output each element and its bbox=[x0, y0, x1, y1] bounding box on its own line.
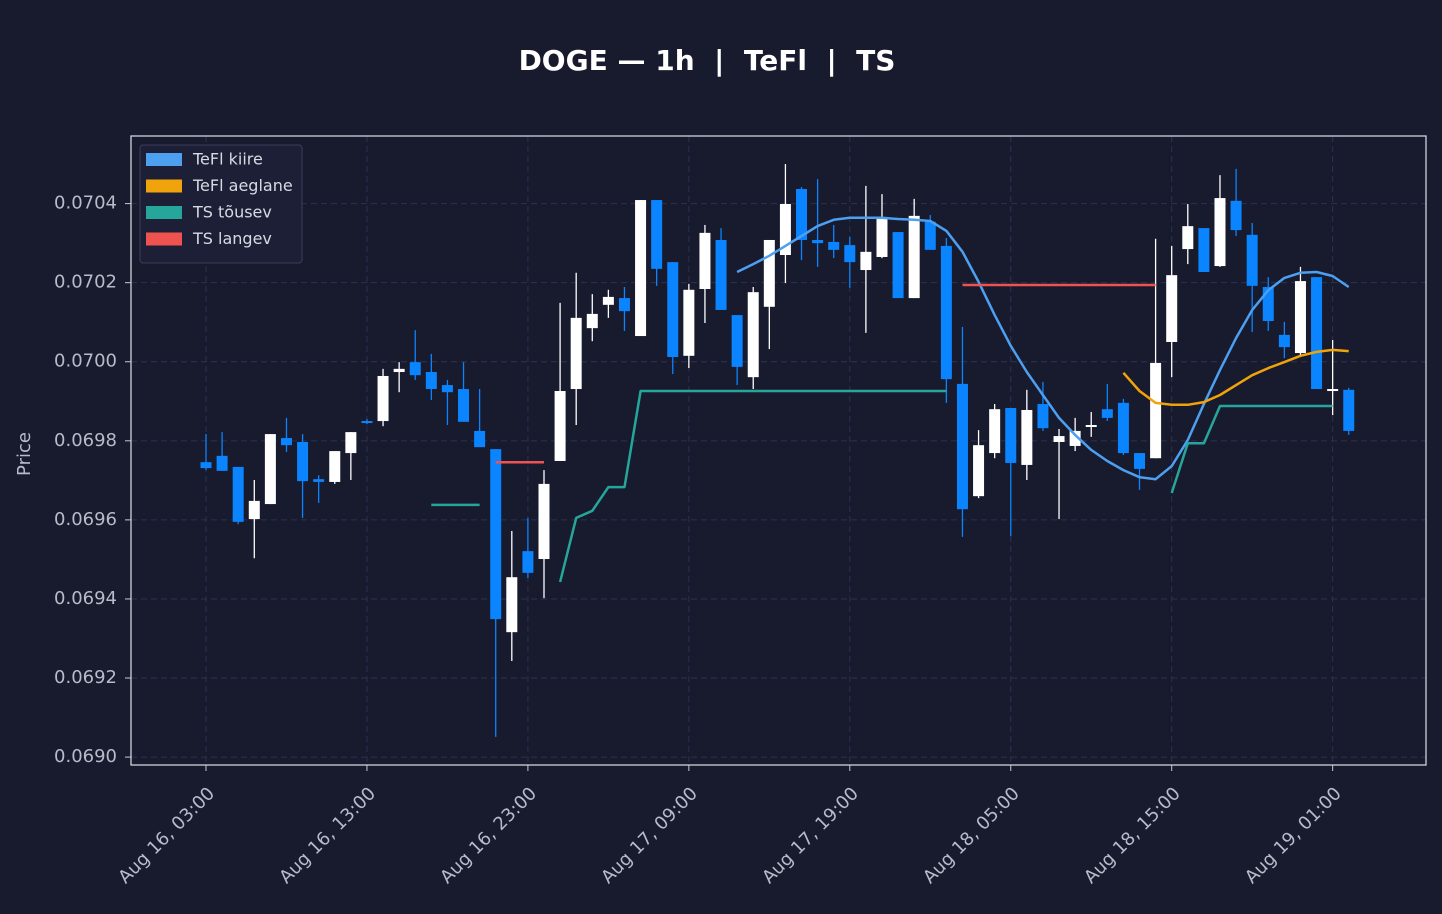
candle-body bbox=[1327, 389, 1339, 392]
candle-body bbox=[345, 432, 357, 454]
chart-title: DOGE — 1h | TeFl | TS bbox=[519, 44, 896, 77]
candle-body bbox=[1230, 200, 1242, 231]
candle-body bbox=[1198, 228, 1210, 272]
candle-body bbox=[474, 430, 486, 448]
candle-body bbox=[731, 315, 743, 367]
candle-body bbox=[1246, 234, 1258, 286]
candle-body bbox=[699, 232, 711, 289]
legend-label: TeFl kiire bbox=[192, 150, 263, 169]
candle-body bbox=[216, 455, 228, 471]
candle-body bbox=[538, 483, 550, 560]
y-tick-label: 0.0700 bbox=[54, 351, 117, 372]
legend-swatch bbox=[146, 179, 182, 193]
candle-body bbox=[1166, 275, 1178, 342]
candle-body bbox=[1005, 408, 1017, 463]
candle-body bbox=[812, 239, 824, 244]
y-tick-label: 0.0698 bbox=[54, 430, 117, 451]
candle-body bbox=[409, 362, 421, 376]
candle-body bbox=[200, 462, 212, 469]
y-tick-label: 0.0702 bbox=[54, 272, 117, 293]
candle-body bbox=[844, 245, 856, 263]
candle-body bbox=[586, 313, 598, 329]
candle-body bbox=[860, 251, 872, 271]
candle-body bbox=[522, 551, 534, 573]
candle-body bbox=[1214, 198, 1226, 267]
candle-body bbox=[683, 289, 695, 356]
indicator-line bbox=[1122, 348, 1349, 407]
candle-body bbox=[458, 389, 470, 422]
y-tick-label: 0.0696 bbox=[54, 509, 117, 530]
candle-body bbox=[1053, 436, 1065, 442]
y-axis-label: Price bbox=[14, 432, 35, 476]
legend-label: TS langev bbox=[192, 229, 272, 248]
candle-body bbox=[232, 466, 244, 522]
candle-body bbox=[1294, 281, 1306, 354]
candle-body bbox=[1069, 430, 1081, 446]
candle-body bbox=[908, 215, 920, 299]
indicator-line bbox=[736, 216, 1350, 481]
candle-body bbox=[1134, 453, 1146, 469]
candle-body bbox=[779, 204, 791, 255]
candle-body bbox=[377, 375, 389, 422]
candle-body bbox=[490, 449, 502, 620]
candle-body bbox=[425, 372, 437, 390]
candle-body bbox=[313, 479, 325, 482]
candle-body bbox=[876, 219, 888, 257]
candle-body bbox=[554, 391, 566, 461]
y-tick-label: 0.0694 bbox=[54, 588, 117, 609]
candle-body bbox=[667, 262, 679, 357]
candle-body bbox=[1182, 226, 1194, 250]
candle-body bbox=[570, 317, 582, 390]
y-tick-label: 0.0690 bbox=[54, 746, 117, 767]
candle-body bbox=[441, 385, 453, 393]
legend-swatch bbox=[146, 153, 182, 166]
candle-body bbox=[1262, 287, 1274, 322]
candle-body bbox=[651, 200, 663, 269]
candle-body bbox=[602, 296, 614, 305]
candle-body bbox=[989, 409, 1001, 454]
legend-label: TeFl aeglane bbox=[192, 176, 293, 195]
candle-body bbox=[1085, 425, 1097, 427]
candle-body bbox=[1101, 409, 1113, 418]
candle-body bbox=[715, 239, 727, 310]
candle-body bbox=[924, 221, 936, 250]
candle-body bbox=[763, 239, 775, 307]
candle-body bbox=[264, 434, 276, 505]
candle-body bbox=[1117, 402, 1129, 454]
candle-body bbox=[1021, 409, 1033, 465]
candle-body bbox=[618, 298, 630, 312]
candle-body bbox=[956, 383, 968, 510]
plot-frame bbox=[130, 135, 1427, 766]
indicator-line bbox=[495, 283, 1156, 464]
candle-body bbox=[506, 577, 518, 633]
candle-body bbox=[1150, 362, 1162, 459]
legend-label: TS tõusev bbox=[192, 203, 272, 222]
legend-swatch bbox=[146, 206, 182, 219]
candle-body bbox=[361, 421, 373, 424]
candle-body bbox=[1311, 277, 1323, 390]
candle-body bbox=[940, 245, 952, 380]
candle-body bbox=[393, 368, 405, 373]
legend-swatch bbox=[146, 232, 182, 246]
indicator-line bbox=[431, 389, 1333, 583]
candle-body bbox=[1278, 334, 1290, 348]
candle-body bbox=[248, 500, 260, 520]
y-tick-label: 0.0704 bbox=[54, 193, 117, 214]
candle-body bbox=[280, 438, 292, 446]
y-tick-label: 0.0692 bbox=[54, 667, 117, 688]
candle-body bbox=[892, 232, 904, 299]
candle-body bbox=[297, 442, 309, 482]
candle-body bbox=[828, 241, 840, 250]
candle-body bbox=[747, 292, 759, 378]
candle-body bbox=[329, 451, 341, 482]
candle-body bbox=[973, 445, 985, 497]
candle-body bbox=[1037, 404, 1049, 429]
candle-body bbox=[796, 188, 808, 240]
candle-body bbox=[635, 200, 647, 337]
candle-body bbox=[1343, 389, 1355, 431]
